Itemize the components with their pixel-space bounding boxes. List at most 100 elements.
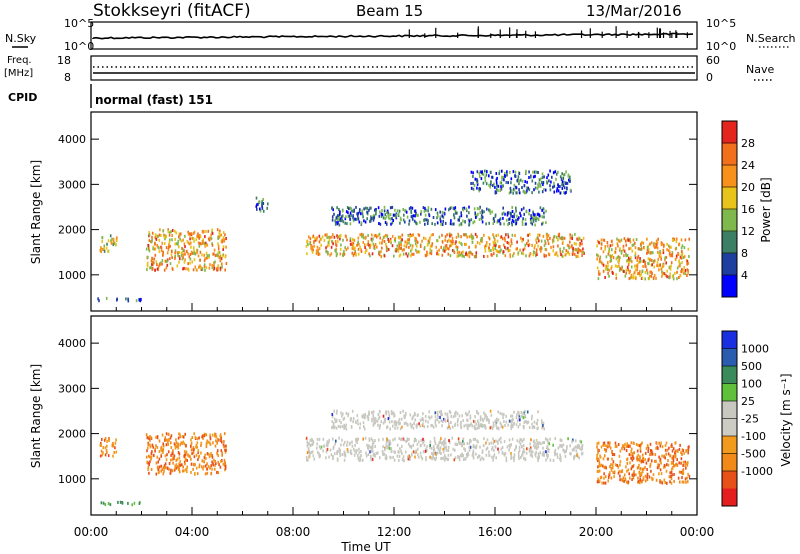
echo-cell [684,269,687,272]
echo-cell [221,265,223,269]
echo-cell [530,221,532,225]
echo-cell [149,435,151,438]
echo-cell [504,424,506,427]
echo-cell [658,455,660,459]
echo-cell [635,473,637,477]
echo-cell [441,214,444,218]
echo-cell [646,237,648,241]
colorbar-swatch [722,331,737,349]
echo-cell [641,240,643,244]
echo-cell [472,181,474,185]
echo-cell [473,183,476,187]
echo-cell [347,450,350,454]
echo-cell [534,446,536,450]
echo-cell [540,181,543,184]
echo-cell [610,259,612,263]
echo-cell [346,443,348,447]
echo-cell [649,449,652,452]
echo-cell [224,464,227,468]
echo-cell [430,252,433,256]
echo-cell [530,417,533,421]
echo-cell [430,249,433,253]
echo-cell [375,209,377,213]
echo-cell [573,447,575,451]
echo-cell [542,453,544,457]
echo-cell [575,254,578,258]
echo-cell [658,472,660,476]
echo-cell [162,250,164,254]
echo-cell [366,243,369,246]
echo-cell [490,183,492,187]
echo-cell [398,209,401,213]
echo-cell [177,242,179,246]
echo-cell [684,477,687,481]
echo-cell [658,254,661,258]
echo-cell [499,245,501,249]
echo-cell [530,452,533,456]
echo-cell [680,451,682,455]
echo-cell [408,241,410,245]
echo-cell [501,169,503,173]
echo-cell [190,444,192,448]
echo-cell [158,439,161,443]
echo-cell [501,451,504,455]
echo-cell [623,269,625,273]
echo-cell [615,247,617,251]
echo-cell [531,450,534,454]
echo-cell [449,222,452,226]
echo-cell [647,445,649,448]
echo-cell [171,250,173,253]
echo-cell [523,247,526,251]
echo-cell [424,213,427,217]
echo-cell [439,440,441,444]
echo-cell [193,239,195,243]
echo-cell [372,423,375,427]
echo-cell [546,445,549,448]
echo-cell [483,254,485,258]
echo-cell [170,453,172,457]
echo-cell [441,441,444,445]
echo-cell [221,440,223,444]
echo-cell [162,253,164,257]
echo-cell [416,213,418,217]
echo-cell [371,442,374,446]
echo-cell [184,258,186,262]
echo-cell [178,245,180,249]
echo-cell [655,459,657,463]
echo-cell [537,218,540,222]
echo-cell [364,220,367,224]
echo-cell [205,445,208,449]
echo-cell [538,455,540,459]
echo-cell [396,426,399,430]
echo-cell [563,181,566,185]
echo-cell [679,274,682,278]
echo-cell [214,260,216,264]
echo-cell [507,241,510,245]
echo-cell [387,439,390,443]
echo-cell [436,216,438,220]
echo-cell [452,425,454,429]
echo-cell [522,252,525,256]
echo-cell [375,452,378,455]
echo-cell [685,449,687,452]
echo-cell [162,229,165,233]
echo-cell [378,232,381,236]
echo-cell [155,260,158,264]
echo-cell [350,451,352,455]
echo-cell [193,455,196,459]
echo-cell [515,209,517,213]
echo-cell [472,221,474,225]
echo-cell [346,450,349,454]
echo-cell [569,188,572,192]
echo-cell [521,186,523,189]
echo-cell [538,233,541,237]
echo-cell [449,244,451,248]
echo-cell [582,251,585,254]
echo-cell [187,268,190,272]
echo-cell [467,453,470,457]
echo-cell [560,253,562,256]
echo-cell [192,451,195,455]
echo-cell [449,411,452,415]
echo-cell [414,242,417,246]
echo-cell [160,246,163,250]
